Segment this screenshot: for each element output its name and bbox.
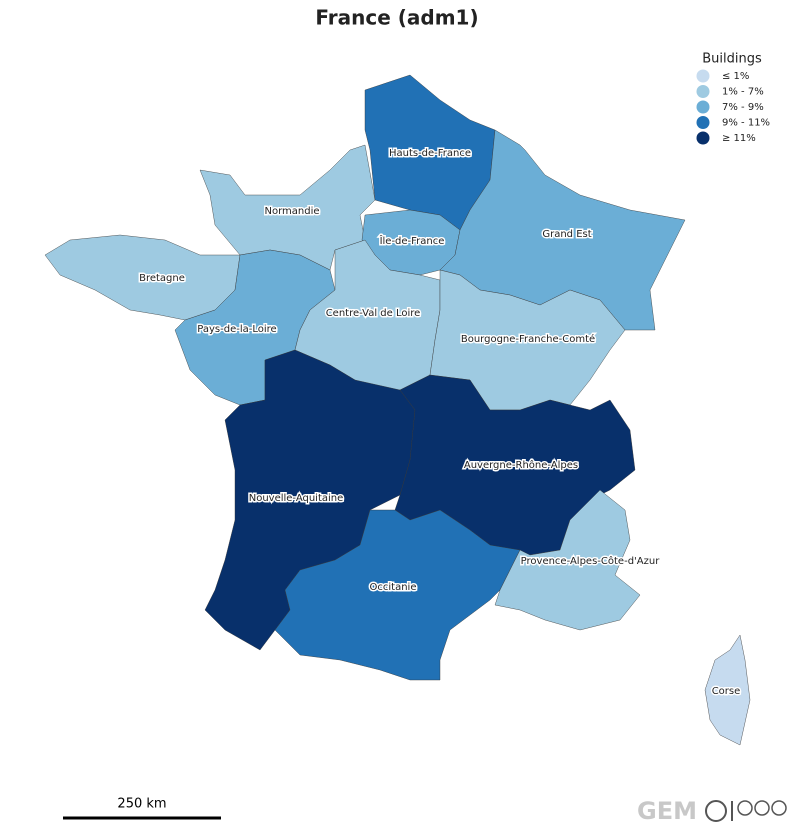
logo: GEM [637, 797, 697, 825]
legend-label: ≤ 1% [722, 71, 749, 82]
region-label: Bourgogne-Franche-Comté [461, 333, 595, 345]
region-label: Occitanie [370, 582, 417, 593]
region-label: Grand Est [542, 229, 591, 240]
map-title: France (adm1) [315, 6, 478, 30]
legend-label: ≥ 11% [722, 133, 756, 144]
region [429, 269, 626, 411]
region-label: Hauts-de-France [389, 148, 471, 159]
legend-swatch [696, 69, 710, 83]
region [704, 634, 751, 746]
legend-swatch [696, 131, 710, 145]
region-label: Normandie [264, 206, 319, 217]
legend-label: 7% - 9% [722, 102, 764, 113]
region-labels: Hauts-de-France Normandie Bretagne Pays-… [138, 147, 742, 699]
region-label: Pays-de-la-Loire [197, 324, 276, 335]
region [494, 489, 641, 631]
legend-label: 9% - 11% [722, 118, 770, 129]
region-label: Île-de-France [379, 234, 445, 247]
region-label: Auvergne-Rhône-Alpes [464, 459, 578, 471]
legend: ≤ 1% 1% - 7% 7% - 9% 9% - 11% ≥ 11% [696, 69, 770, 145]
scale-label: 250 km [117, 797, 166, 812]
region-label: Provence-Alpes-Côte-d'Azur [521, 555, 661, 567]
region-label: Nouvelle-Aquitaine [249, 493, 344, 504]
region-label: Centre-Val de Loire [326, 308, 421, 319]
legend-title: Buildings [702, 52, 762, 67]
legend-swatch [696, 116, 710, 129]
regions [44, 74, 751, 746]
region [199, 144, 376, 271]
legend-swatch [696, 85, 710, 98]
region [274, 509, 521, 681]
region-label: Bretagne [139, 273, 185, 284]
legend-swatch [696, 100, 710, 114]
license-icons [705, 800, 787, 822]
legend-label: 1% - 7% [722, 87, 764, 98]
region-label: Corse [712, 686, 741, 697]
